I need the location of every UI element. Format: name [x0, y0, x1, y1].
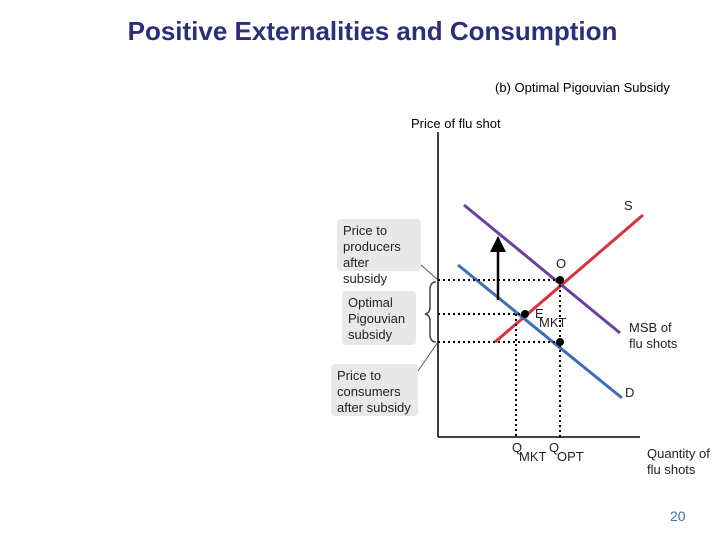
supply-curve: [494, 213, 644, 344]
demand-curve: [457, 263, 623, 400]
producers-price-annotation: Price to producers after subsidy: [337, 219, 421, 286]
optimal-point: [556, 276, 564, 284]
producers-leader: [419, 263, 439, 281]
y-axis-label: Price of flu shot: [411, 116, 501, 131]
q-opt-label: Q: [549, 440, 560, 455]
market-point: [521, 310, 529, 318]
msb-curve: [463, 203, 621, 335]
subsidy-annotation: Optimal Pigouvian subsidy: [342, 291, 416, 345]
subsidy-arrow-head: [490, 236, 506, 252]
consumers-price-annotation: Price to consumers after subsidy: [331, 364, 418, 416]
optimal-point-label: O: [556, 256, 567, 271]
slide-title: Positive Externalities and Consumption: [127, 16, 618, 46]
supply-label: S: [624, 198, 633, 213]
msb-label: MSB of flu shots: [629, 320, 678, 351]
market-point-label: E: [535, 306, 544, 321]
consumers-leader: [417, 341, 439, 372]
market-point-sublabel: MKT: [539, 315, 567, 330]
diagram-subtitle: (b) Optimal Pigouvian Subsidy: [495, 80, 670, 95]
subsidy-brace: [424, 281, 437, 343]
page-number: 20: [670, 508, 686, 524]
q-mkt-label: Q: [512, 440, 523, 455]
demand-label: D: [625, 385, 635, 400]
q-opt-sublabel: OPT: [557, 449, 584, 464]
consumer-price-point: [556, 338, 564, 346]
q-mkt-sublabel: MKT: [519, 449, 547, 464]
x-axis-label: Quantity of flu shots: [647, 446, 710, 477]
